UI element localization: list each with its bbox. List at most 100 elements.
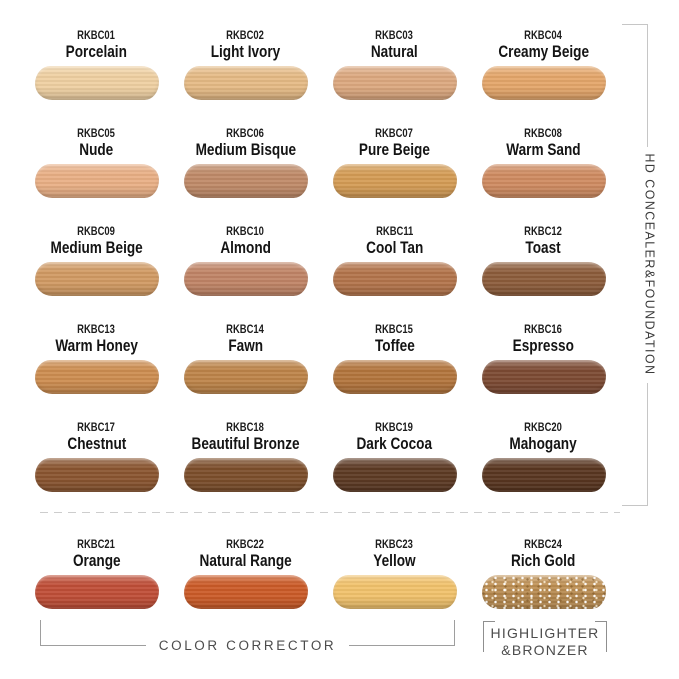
shade-code: RKBC02 (226, 30, 265, 42)
swatch-cell: RKBC16 Espresso (469, 323, 618, 421)
color-corrector-label: COLOR CORRECTOR (158, 637, 337, 653)
shade-code: RKBC24 (524, 539, 563, 551)
shade-swatch (332, 262, 457, 296)
foundation-bracket-label: HD CONCEALER&FOUNDATION (642, 153, 658, 376)
shade-code: RKBC20 (524, 422, 563, 434)
shade-swatch (183, 66, 308, 100)
shade-swatch (34, 360, 159, 394)
swatch-cell: RKBC04 Creamy Beige (469, 29, 618, 127)
shade-name: Natural (371, 42, 418, 61)
shade-swatch (332, 164, 457, 198)
swatch-cell: RKBC15 Toffee (320, 323, 469, 421)
swatch-cell: RKBC03 Natural (320, 29, 469, 127)
shade-code: RKBC22 (226, 539, 265, 551)
swatch-cell: RKBC18 Beautiful Bronze (171, 421, 320, 519)
shade-code: RKBC21 (77, 539, 116, 551)
swatch-cell: RKBC07 Pure Beige (320, 127, 469, 225)
shade-swatch (332, 360, 457, 394)
shade-code: RKBC14 (226, 324, 265, 336)
swatch-cell: RKBC06 Medium Bisque (171, 127, 320, 225)
shade-code: RKBC01 (77, 30, 116, 42)
shade-swatch (183, 458, 308, 492)
shade-name: Orange (72, 551, 121, 570)
shade-swatch (481, 360, 606, 394)
shade-name: Toffee (374, 336, 415, 355)
shade-name: Cool Tan (365, 238, 424, 257)
shade-swatch (34, 66, 159, 100)
bracket-line-right (349, 620, 455, 670)
shade-code: RKBC08 (524, 128, 563, 140)
swatch-cell: RKBC02 Light Ivory (171, 29, 320, 127)
shade-code: RKBC16 (524, 324, 563, 336)
shade-code: RKBC07 (375, 128, 414, 140)
shade-name: Toast (525, 238, 562, 257)
shade-code: RKBC05 (77, 128, 116, 140)
foundation-bracket-label-wrap: HD CONCEALER&FOUNDATION (630, 146, 670, 383)
shade-swatch (34, 458, 159, 492)
bracket-line-left (40, 620, 146, 670)
section-divider-dashed (40, 512, 620, 513)
shade-name: Warm Honey (55, 336, 138, 355)
swatch-cell: RKBC11 Cool Tan (320, 225, 469, 323)
shade-code: RKBC19 (375, 422, 414, 434)
swatch-cell: RKBC09 Medium Beige (22, 225, 171, 323)
shade-name: Beautiful Bronze (191, 434, 300, 453)
shade-name: Nude (79, 140, 114, 159)
foundation-bracket-bottom (622, 383, 648, 506)
shade-name: Medium Beige (50, 238, 143, 257)
shade-name: Pure Beige (358, 140, 431, 159)
shade-code: RKBC04 (524, 30, 563, 42)
shade-swatch (332, 66, 457, 100)
shade-swatch (481, 575, 606, 609)
shade-code: RKBC13 (77, 324, 116, 336)
shade-swatch (34, 262, 159, 296)
shade-swatch (332, 458, 457, 492)
shade-name: Chestnut (67, 434, 126, 453)
shade-swatch (183, 262, 308, 296)
shade-name: Light Ivory (210, 42, 281, 61)
shade-swatch (481, 262, 606, 296)
shade-code: RKBC18 (226, 422, 265, 434)
shade-code: RKBC10 (226, 226, 265, 238)
shade-name: Mahogany (509, 434, 578, 453)
shade-code: RKBC03 (375, 30, 414, 42)
swatch-cell: RKBC21 Orange (22, 538, 171, 636)
shade-code: RKBC17 (77, 422, 116, 434)
highlighter-label-line2: &BRONZER (501, 642, 589, 658)
swatch-cell: RKBC12 Toast (469, 225, 618, 323)
shade-name: Warm Sand (506, 140, 581, 159)
shade-name: Espresso (512, 336, 575, 355)
swatch-cell: RKBC08 Warm Sand (469, 127, 618, 225)
color-corrector-bracket: COLOR CORRECTOR (40, 620, 455, 670)
swatch-cell: RKBC24 Rich Gold (469, 538, 618, 636)
shade-name: Creamy Beige (498, 42, 589, 61)
shade-swatch (34, 575, 159, 609)
shade-code: RKBC06 (226, 128, 265, 140)
foundation-grid: RKBC01 Porcelain RKBC02 Light Ivory RKBC… (22, 29, 618, 519)
shade-swatch (481, 66, 606, 100)
shade-swatch (34, 164, 159, 198)
shade-code: RKBC09 (77, 226, 116, 238)
swatch-cell: RKBC23 Yellow (320, 538, 469, 636)
swatch-cell: RKBC17 Chestnut (22, 421, 171, 519)
shade-code: RKBC15 (375, 324, 414, 336)
shade-swatch (183, 360, 308, 394)
shade-name: Medium Bisque (195, 140, 296, 159)
swatch-cell: RKBC10 Almond (171, 225, 320, 323)
shade-name: Almond (220, 238, 271, 257)
shade-swatch (481, 164, 606, 198)
swatch-cell: RKBC14 Fawn (171, 323, 320, 421)
swatch-cell: RKBC13 Warm Honey (22, 323, 171, 421)
shade-code: RKBC23 (375, 539, 414, 551)
shade-swatch (332, 575, 457, 609)
swatch-cell: RKBC05 Nude (22, 127, 171, 225)
swatch-cell: RKBC19 Dark Cocoa (320, 421, 469, 519)
shade-swatch (481, 458, 606, 492)
shade-name: Natural Range (199, 551, 292, 570)
shade-code: RKBC12 (524, 226, 563, 238)
shade-name: Porcelain (65, 42, 128, 61)
shade-swatch (183, 164, 308, 198)
shade-name: Yellow (373, 551, 416, 570)
shade-name: Fawn (228, 336, 263, 355)
